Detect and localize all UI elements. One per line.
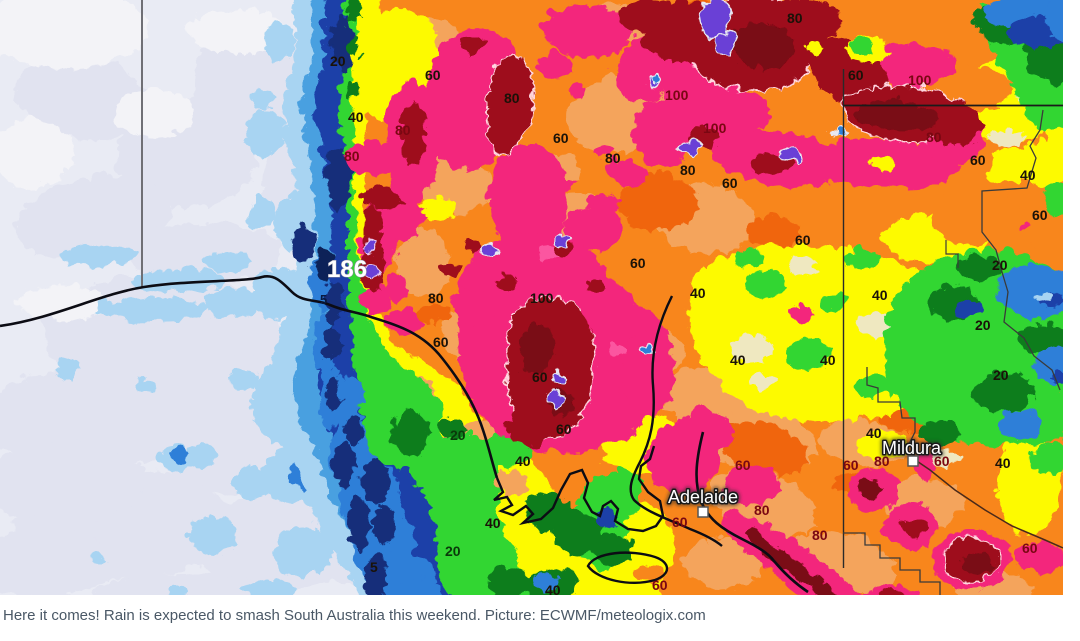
svg-text:20: 20 — [450, 427, 466, 443]
svg-text:40: 40 — [730, 352, 746, 368]
svg-text:40: 40 — [515, 453, 531, 469]
svg-text:20: 20 — [975, 317, 991, 333]
svg-text:80: 80 — [605, 150, 621, 166]
svg-text:40: 40 — [690, 285, 706, 301]
svg-text:60: 60 — [433, 334, 449, 350]
svg-text:60: 60 — [652, 577, 668, 593]
svg-text:5: 5 — [320, 292, 327, 307]
svg-text:40: 40 — [485, 515, 501, 531]
svg-text:60: 60 — [556, 421, 572, 437]
svg-text:5: 5 — [370, 559, 378, 575]
svg-text:40: 40 — [820, 352, 836, 368]
svg-text:Adelaide: Adelaide — [668, 487, 738, 507]
svg-text:40: 40 — [872, 287, 888, 303]
svg-text:186: 186 — [327, 256, 367, 283]
svg-text:60: 60 — [630, 255, 646, 271]
svg-text:60: 60 — [735, 457, 751, 473]
svg-text:100: 100 — [703, 120, 727, 136]
svg-text:40: 40 — [995, 455, 1011, 471]
svg-text:80: 80 — [428, 290, 444, 306]
svg-text:100: 100 — [908, 72, 932, 88]
svg-text:80: 80 — [754, 502, 770, 518]
svg-text:80: 80 — [395, 122, 411, 138]
svg-text:100: 100 — [665, 87, 689, 103]
svg-text:60: 60 — [970, 152, 986, 168]
svg-text:80: 80 — [344, 148, 360, 164]
svg-text:80: 80 — [680, 162, 696, 178]
svg-text:80: 80 — [926, 129, 942, 145]
svg-text:40: 40 — [348, 109, 364, 125]
svg-text:20: 20 — [993, 367, 1009, 383]
svg-text:60: 60 — [532, 369, 548, 385]
svg-text:40: 40 — [866, 425, 882, 441]
svg-text:60: 60 — [848, 67, 864, 83]
svg-text:60: 60 — [553, 130, 569, 146]
svg-text:40: 40 — [545, 582, 561, 598]
svg-text:80: 80 — [874, 453, 890, 469]
svg-text:60: 60 — [1022, 540, 1038, 556]
svg-text:60: 60 — [722, 175, 738, 191]
svg-text:80: 80 — [504, 90, 520, 106]
svg-text:40: 40 — [1020, 167, 1036, 183]
svg-text:80: 80 — [787, 10, 803, 26]
svg-text:60: 60 — [425, 67, 441, 83]
svg-text:Adelaide: Adelaide — [668, 487, 738, 507]
svg-text:60: 60 — [795, 232, 811, 248]
svg-text:60: 60 — [672, 514, 688, 530]
svg-text:20: 20 — [445, 543, 461, 559]
svg-text:60: 60 — [843, 457, 859, 473]
svg-text:20: 20 — [330, 53, 346, 69]
svg-text:80: 80 — [812, 527, 828, 543]
svg-text:20: 20 — [992, 257, 1008, 273]
svg-text:Mildura: Mildura — [882, 438, 942, 458]
svg-text:100: 100 — [530, 290, 554, 306]
svg-text:60: 60 — [934, 453, 950, 469]
svg-text:60: 60 — [1032, 207, 1048, 223]
